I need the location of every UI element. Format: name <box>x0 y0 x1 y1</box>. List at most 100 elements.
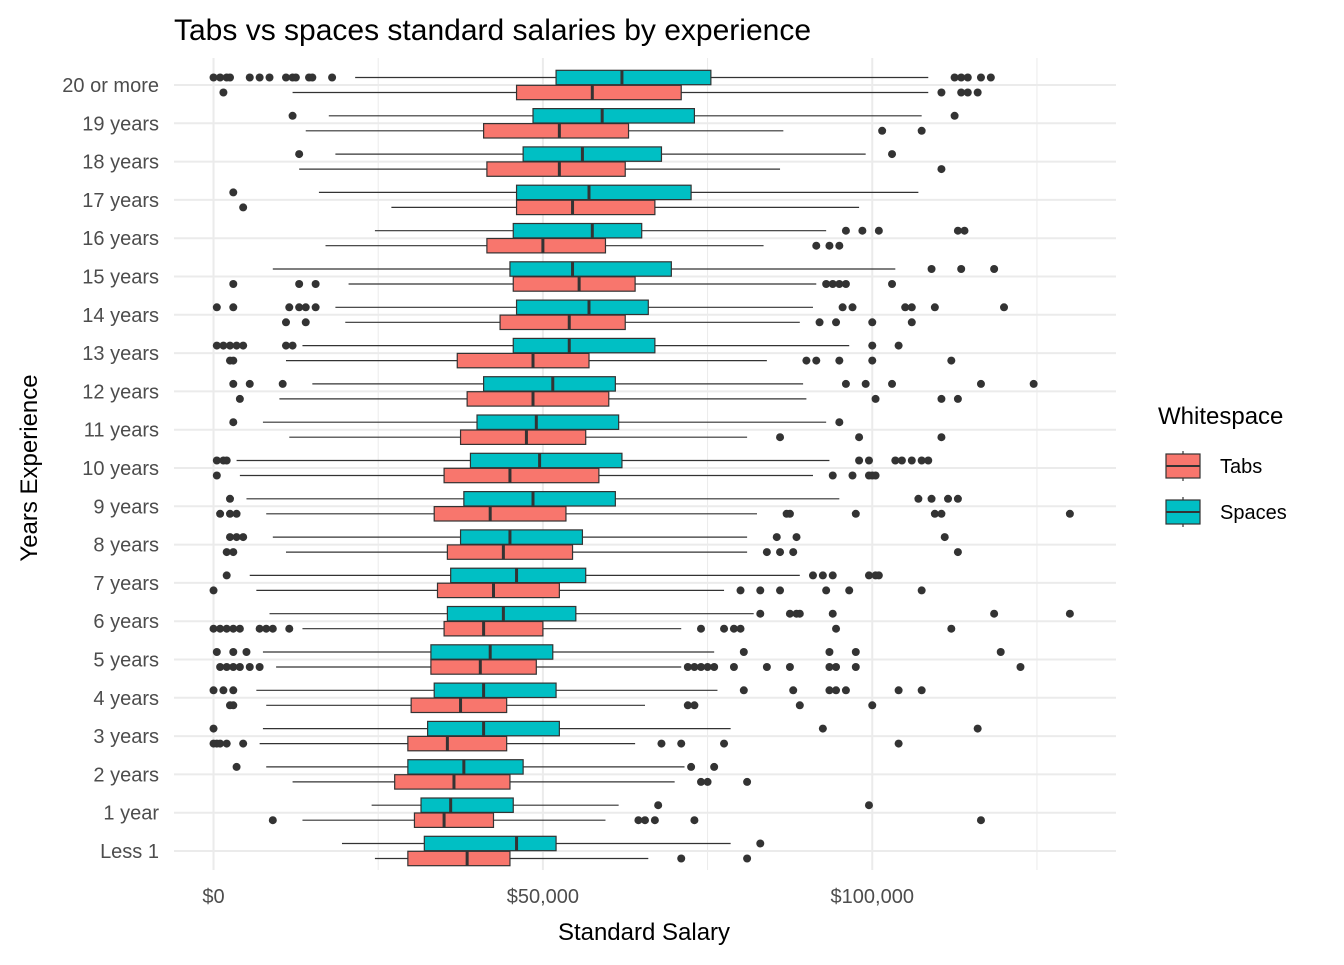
outlier-point <box>818 724 827 733</box>
outlier-point <box>1065 609 1074 618</box>
outlier-point <box>703 777 712 786</box>
box-spaces <box>318 184 919 201</box>
outlier-point <box>825 663 834 671</box>
box-iqr <box>443 620 544 637</box>
y-tick-label: 12 years <box>82 381 159 403</box>
outlier-point <box>212 341 221 350</box>
y-axis-tick-labels: Less 1 1 year 2 years 3 years 4 years 5 years… <box>62 75 159 863</box>
outlier-point <box>924 456 933 465</box>
box-iqr <box>446 605 577 622</box>
outlier-point <box>281 341 290 350</box>
box-spaces <box>371 797 619 813</box>
outlier-point <box>1016 663 1025 671</box>
box-tabs <box>374 850 649 867</box>
outlier-point <box>239 739 248 748</box>
outlier-point <box>937 509 946 518</box>
outlier-point <box>696 777 705 786</box>
box-iqr <box>515 184 692 201</box>
outlier-point <box>311 280 320 288</box>
box-iqr <box>427 720 560 737</box>
outlier-point <box>295 303 304 312</box>
outlier-point <box>729 624 738 633</box>
outlier-point <box>212 471 221 480</box>
outlier-point <box>265 73 274 82</box>
outlier-point <box>255 624 264 633</box>
box-iqr <box>515 299 649 316</box>
outlier-point <box>229 663 238 671</box>
y-tick-label: 18 years <box>82 152 159 174</box>
outlier-point <box>835 356 844 365</box>
y-tick-label: 7 years <box>93 573 159 595</box>
outlier-point <box>930 303 939 312</box>
outlier-point <box>212 456 221 465</box>
y-tick-label: 15 years <box>82 267 159 289</box>
box-iqr <box>486 161 626 177</box>
outlier-point <box>232 533 241 542</box>
outlier-point <box>288 111 297 120</box>
outlier-point <box>281 318 290 327</box>
outlier-point <box>848 471 857 480</box>
outlier-point <box>743 777 752 786</box>
box-tabs <box>289 429 748 445</box>
outlier-point <box>739 686 748 695</box>
outlier-point <box>894 686 903 695</box>
legend-label: Spaces <box>1220 502 1287 524</box>
outlier-point <box>776 586 785 595</box>
outlier-point <box>990 265 999 273</box>
outlier-point <box>216 73 225 82</box>
outlier-point <box>743 854 752 863</box>
y-tick-label: 9 years <box>93 496 159 518</box>
y-tick-label: 3 years <box>93 726 159 748</box>
outlier-point <box>947 356 956 365</box>
box-spaces <box>262 414 827 430</box>
box-iqr <box>436 582 560 599</box>
outlier-point <box>963 73 972 82</box>
outlier-point <box>301 303 310 312</box>
outlier-point <box>822 586 831 595</box>
outlier-point <box>739 648 748 656</box>
box-iqr <box>420 797 514 813</box>
outlier-point <box>828 571 837 580</box>
outlier-point <box>953 548 962 557</box>
outlier-point <box>897 456 906 465</box>
outlier-point <box>229 701 238 710</box>
outlier-point <box>789 686 798 695</box>
box-iqr <box>423 835 557 852</box>
box-tabs <box>276 659 682 675</box>
outlier-point <box>874 226 883 235</box>
outlier-point <box>216 509 225 518</box>
outlier-point <box>212 303 221 312</box>
outlier-point <box>917 586 926 595</box>
outlier-point <box>232 762 241 771</box>
outlier-point <box>864 571 873 580</box>
box-tabs <box>239 467 813 484</box>
outlier-point <box>937 88 946 97</box>
box-iqr <box>443 467 600 484</box>
y-tick-label: 14 years <box>82 305 159 327</box>
outlier-point <box>927 265 936 273</box>
box-iqr <box>433 506 567 522</box>
box-iqr <box>512 222 643 239</box>
box-iqr <box>410 697 508 714</box>
outlier-point <box>216 739 225 748</box>
outlier-point <box>225 509 234 518</box>
box-iqr <box>512 276 636 292</box>
outlier-point <box>235 394 244 403</box>
box-iqr <box>483 122 630 139</box>
outlier-point <box>650 816 659 825</box>
outlier-point <box>825 686 834 695</box>
outlier-point <box>225 73 234 82</box>
outlier-point <box>785 663 794 671</box>
outlier-point <box>291 73 300 82</box>
outlier-point <box>654 801 663 810</box>
outlier-point <box>789 548 798 557</box>
outlier-point <box>835 241 844 250</box>
outlier-point <box>703 663 712 671</box>
outlier-point <box>832 686 841 695</box>
outlier-point <box>812 241 821 250</box>
outlier-point <box>917 456 926 465</box>
x-axis-title: Standard Salary <box>558 919 730 946</box>
outlier-point <box>937 433 946 442</box>
outlier-point <box>785 509 794 518</box>
